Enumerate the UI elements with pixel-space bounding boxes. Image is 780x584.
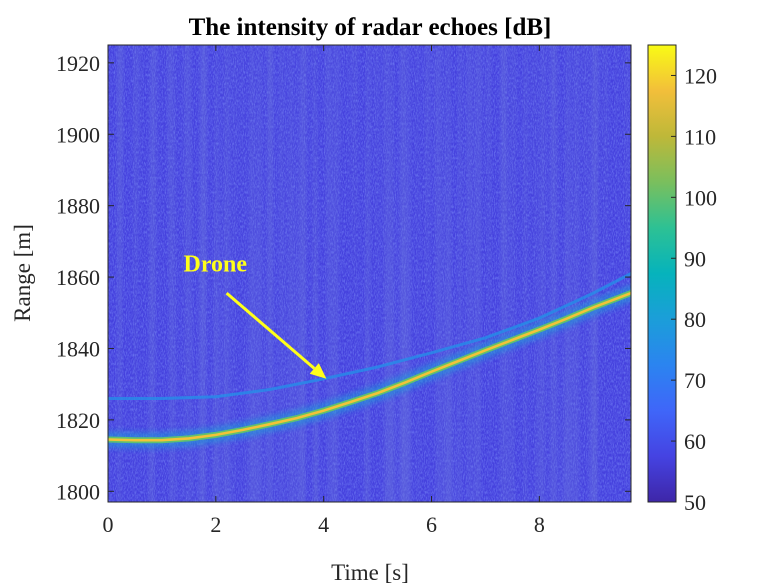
y-tick-label: 1880 bbox=[56, 194, 100, 219]
annotation-arrow-head bbox=[309, 363, 327, 379]
heatmap-vertical-stripes bbox=[108, 45, 631, 502]
heatmap-plot-area bbox=[108, 45, 631, 502]
annotation-label: Drone bbox=[183, 252, 247, 278]
y-tick-label: 1860 bbox=[56, 265, 100, 290]
y-tick-label: 1800 bbox=[56, 479, 100, 504]
colorbar-tick-label: 100 bbox=[684, 185, 717, 210]
y-tick-label: 1900 bbox=[56, 122, 100, 147]
colorbar-tick-label: 120 bbox=[684, 63, 717, 88]
x-tick-label: 6 bbox=[426, 512, 437, 537]
y-tick-label: 1920 bbox=[56, 51, 100, 76]
y-tick-label: 1840 bbox=[56, 336, 100, 361]
main-track-line bbox=[108, 291, 631, 442]
x-tick-label: 0 bbox=[103, 512, 114, 537]
x-tick-label: 8 bbox=[534, 512, 545, 537]
colorbar-tick-label: 110 bbox=[684, 124, 716, 149]
x-tick-label: 2 bbox=[210, 512, 221, 537]
colorbar-tick-label: 70 bbox=[684, 368, 706, 393]
colorbar-tick-label: 80 bbox=[684, 307, 706, 332]
colorbar bbox=[647, 44, 677, 503]
chart-title: The intensity of radar echoes [dB] bbox=[189, 14, 552, 41]
x-tick-label: 4 bbox=[318, 512, 329, 537]
y-axis-label: Range [m] bbox=[10, 224, 35, 322]
colorbar-tick-label: 50 bbox=[684, 490, 706, 515]
y-tick-label: 1820 bbox=[56, 408, 100, 433]
plot-frame bbox=[107, 44, 632, 503]
colorbar-tick-label: 90 bbox=[684, 246, 706, 271]
annotation-arrow-shaft bbox=[225, 291, 316, 370]
secondary-track-line bbox=[108, 272, 631, 400]
x-axis-label: Time [s] bbox=[331, 560, 409, 584]
colorbar-tick-label: 60 bbox=[684, 429, 706, 454]
